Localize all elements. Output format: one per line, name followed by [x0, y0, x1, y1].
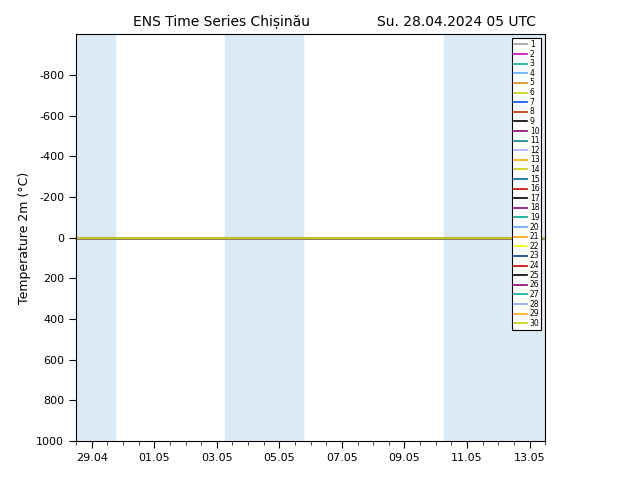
Y-axis label: Temperature 2m (°C): Temperature 2m (°C) — [18, 172, 30, 304]
Text: ENS Time Series Chișinău: ENS Time Series Chișinău — [133, 15, 311, 29]
Bar — [224, 34, 303, 441]
Bar — [444, 34, 545, 441]
Legend: 1, 2, 3, 4, 5, 6, 7, 8, 9, 10, 11, 12, 13, 14, 15, 16, 17, 18, 19, 20, 21, 22, 2: 1, 2, 3, 4, 5, 6, 7, 8, 9, 10, 11, 12, 1… — [512, 38, 541, 330]
Text: Su. 28.04.2024 05 UTC: Su. 28.04.2024 05 UTC — [377, 15, 536, 29]
Bar — [76, 34, 115, 441]
